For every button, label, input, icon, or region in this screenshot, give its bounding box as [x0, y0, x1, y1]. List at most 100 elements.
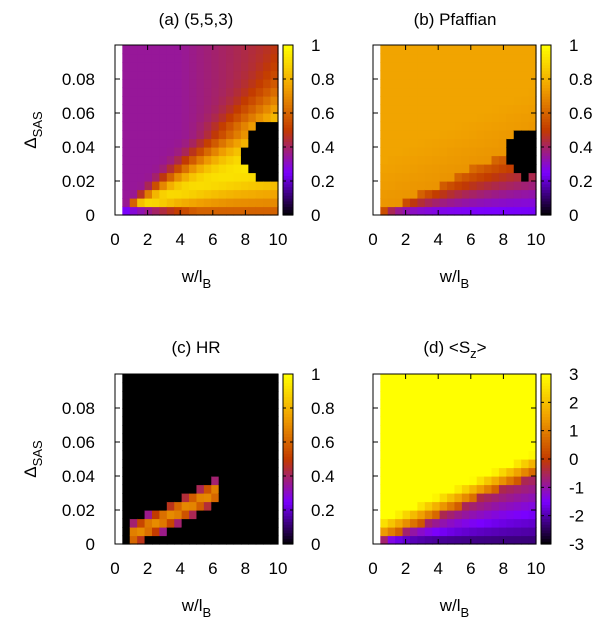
heatmap-cell: [491, 391, 500, 401]
heatmap-cell: [506, 206, 515, 216]
heatmap-cell: [174, 510, 183, 520]
heatmap-cell: [196, 87, 205, 97]
heatmap-cell: [506, 45, 515, 55]
colorbar-step: [283, 518, 293, 522]
heatmap-cell: [137, 45, 146, 55]
colorbar-tick-label: -2: [569, 507, 584, 526]
heatmap-cell: [447, 138, 456, 148]
heatmap-cell: [432, 198, 441, 208]
heatmap-cell: [395, 459, 404, 469]
heatmap-cell: [211, 138, 220, 148]
heatmap-cell: [218, 164, 227, 174]
colorbar-step: [283, 101, 293, 106]
heatmap-cell: [144, 382, 153, 392]
heatmap-cell: [454, 382, 463, 392]
heatmap-cell: [270, 416, 279, 426]
heatmap-cell: [484, 62, 493, 72]
colorbar-step: [283, 175, 293, 179]
heatmap-cell: [137, 408, 146, 418]
heatmap-cell: [248, 467, 257, 477]
colorbar-tick-label: -1: [569, 478, 584, 497]
heatmap-cell: [122, 96, 131, 106]
heatmap-cell: [189, 433, 198, 443]
heatmap-cell: [395, 45, 404, 55]
colorbar-step: [283, 84, 293, 89]
heatmap-cell: [469, 130, 478, 140]
colorbar-step: [541, 399, 551, 403]
heatmap-cell: [248, 87, 257, 97]
heatmap-cell: [476, 79, 485, 89]
heatmap-cell: [528, 62, 537, 72]
heatmap-cell: [469, 535, 478, 545]
colorbar-step: [283, 399, 293, 403]
colorbar-step: [283, 206, 293, 210]
colorbar-step: [541, 529, 551, 534]
colorbar-step: [283, 538, 293, 542]
x-tick-label: 2: [143, 559, 152, 578]
heatmap-cell: [432, 79, 441, 89]
heatmap-cell: [166, 189, 175, 199]
heatmap-cell: [439, 484, 448, 494]
x-tick-label: 4: [175, 559, 184, 578]
plot-frame: [372, 44, 537, 216]
heatmap-cell: [409, 476, 418, 486]
heatmap-cell: [240, 147, 249, 157]
heatmap-cell: [159, 172, 168, 182]
heatmap-cell: [122, 518, 131, 528]
heatmap-cell: [387, 147, 396, 157]
colorbar-step: [541, 507, 551, 511]
heatmap-cell: [447, 172, 456, 182]
heatmap-cell: [144, 181, 153, 191]
heatmap-cell: [513, 433, 522, 443]
heatmap-cell: [248, 121, 257, 131]
heatmap-cell: [248, 484, 257, 494]
heatmap-cell: [166, 206, 175, 216]
heatmap-cell: [233, 155, 242, 165]
colorbar-step: [541, 541, 551, 545]
x-axis-label: w/lB: [439, 267, 469, 291]
heatmap-cell: [270, 527, 279, 537]
heatmap-cell: [461, 374, 470, 384]
colorbar-step: [541, 385, 551, 389]
heatmap-cell: [129, 518, 138, 528]
heatmap-cell: [151, 425, 160, 435]
heatmap-cell: [218, 79, 227, 89]
heatmap-cell: [528, 121, 537, 131]
colorbar-tick-label: 0.8: [311, 399, 335, 418]
x-tick-label: 10: [269, 559, 288, 578]
colorbar-step: [283, 524, 293, 528]
colorbar-step: [541, 473, 551, 477]
heatmap-cell: [151, 510, 160, 520]
heatmap-cell: [218, 147, 227, 157]
heatmap-cell: [211, 70, 220, 80]
heatmap-cell: [174, 96, 183, 106]
heatmap-cell: [196, 391, 205, 401]
heatmap-cell: [380, 155, 389, 165]
heatmap-cell: [469, 181, 478, 191]
heatmap-cell: [498, 53, 507, 63]
heatmap-cell: [461, 459, 470, 469]
colorbar-step: [541, 481, 551, 486]
heatmap-cell: [151, 535, 160, 545]
heatmap-cell: [521, 442, 530, 452]
colorbar-step: [541, 442, 551, 446]
heatmap-cell: [454, 181, 463, 191]
heatmap-cell: [513, 493, 522, 503]
heatmap-cell: [447, 155, 456, 165]
heatmap-cell: [203, 527, 212, 537]
heatmap-cell: [263, 121, 272, 131]
heatmap-cell: [218, 459, 227, 469]
heatmap-cell: [521, 450, 530, 460]
heatmap-cell: [424, 484, 433, 494]
heatmap-cell: [417, 198, 426, 208]
heatmap-cell: [447, 450, 456, 460]
heatmap-cell: [439, 62, 448, 72]
colorbar-step: [541, 96, 551, 100]
heatmap-cell: [233, 450, 242, 460]
heatmap-cell: [263, 450, 272, 460]
colorbar-step: [283, 396, 293, 401]
heatmap-cell: [476, 164, 485, 174]
heatmap-cell: [137, 206, 146, 216]
heatmap-cell: [129, 442, 138, 452]
heatmap-cell: [166, 510, 175, 520]
